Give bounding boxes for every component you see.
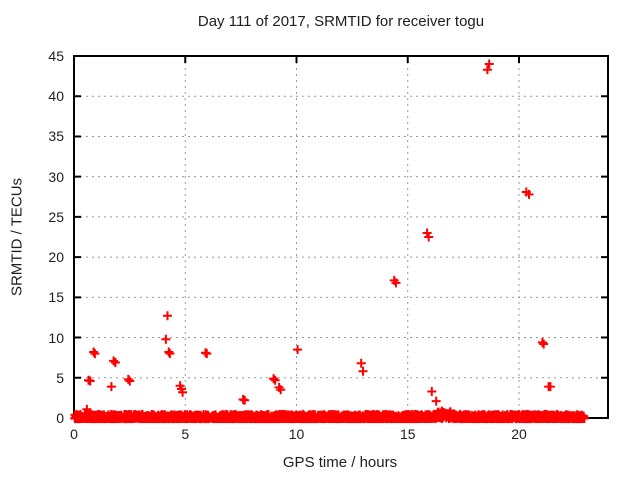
y-tick-label: 20 xyxy=(48,249,64,266)
y-tick-label: 30 xyxy=(48,168,64,185)
y-tick-label: 25 xyxy=(48,208,64,225)
axis-ticks xyxy=(73,55,608,419)
data-points xyxy=(70,59,589,424)
x-tick-label: 20 xyxy=(511,426,527,442)
x-tick-label: 15 xyxy=(399,426,416,442)
y-tick-label: 0 xyxy=(56,410,64,426)
y-tick-label: 10 xyxy=(48,329,64,346)
grid-lines xyxy=(74,56,608,418)
x-tick-label: 0 xyxy=(70,426,78,442)
y-tick-label: 15 xyxy=(48,289,64,306)
x-tick-label: 5 xyxy=(181,426,190,442)
y-tick-label: 35 xyxy=(48,128,64,145)
x-axis-label: GPS time / hours xyxy=(282,454,398,471)
x-tick-label: 10 xyxy=(288,426,305,442)
y-tick-label: 5 xyxy=(56,369,64,386)
chart-title: Day 111 of 2017, SRMTID for receiver tog… xyxy=(197,13,485,30)
y-tick-label: 45 xyxy=(48,48,64,64)
plot-border xyxy=(73,55,609,419)
y-tick-label: 40 xyxy=(48,88,64,105)
